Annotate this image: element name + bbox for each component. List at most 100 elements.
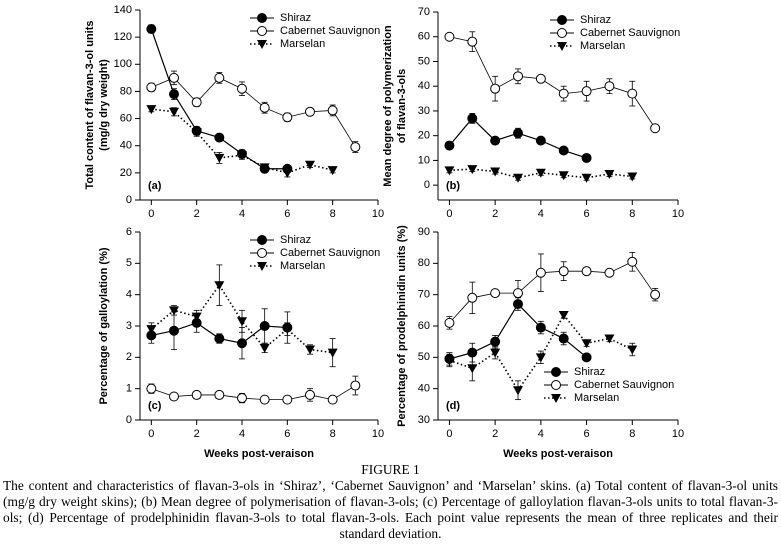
marker: [169, 325, 179, 336]
marker: [490, 135, 501, 146]
marker: [535, 73, 546, 84]
x-axis-label: Weeks post-veraison: [204, 448, 314, 460]
marker: [467, 36, 478, 47]
legend-marker: [551, 367, 561, 377]
legend-marker: [257, 235, 267, 245]
y-tick-label: 0: [126, 194, 132, 206]
marker: [513, 71, 523, 82]
y-tick-label: 80: [418, 257, 430, 269]
marker: [237, 317, 247, 327]
y-tick-label: 20: [418, 130, 430, 142]
marker: [214, 132, 225, 143]
marker: [214, 333, 225, 344]
x-tick-label: 10: [372, 428, 384, 440]
series-line: [449, 36, 656, 129]
marker: [581, 339, 592, 349]
x-tick-label: 6: [284, 428, 290, 440]
y-tick-label: 40: [120, 140, 132, 152]
marker: [650, 123, 661, 134]
marker: [214, 281, 225, 291]
marker: [259, 394, 270, 405]
marker: [627, 172, 638, 182]
marker: [169, 391, 179, 402]
x-tick-label: 6: [584, 428, 590, 440]
panel-label: (c): [148, 400, 162, 412]
marker: [282, 325, 293, 335]
legend-marker: [551, 394, 561, 403]
marker: [169, 107, 179, 117]
marker: [513, 173, 523, 183]
marker: [467, 364, 478, 374]
marker: [327, 166, 338, 176]
legend-label: Cabernet Sauvignon: [580, 27, 680, 39]
marker: [490, 288, 501, 299]
y-tick-label: 6: [126, 226, 132, 238]
marker: [305, 106, 315, 117]
marker: [490, 167, 501, 177]
x-tick-label: 2: [194, 428, 200, 440]
x-tick-label: 2: [194, 208, 200, 220]
series-line: [151, 77, 356, 148]
legend-marker: [257, 248, 267, 258]
marker: [259, 343, 270, 353]
y-tick-label: 5: [126, 257, 132, 269]
marker: [490, 336, 501, 347]
marker: [444, 140, 455, 151]
legend-label: Marselan: [574, 392, 619, 404]
y-tick-label: 30: [418, 414, 430, 426]
marker: [191, 128, 202, 138]
marker: [581, 173, 592, 183]
marker: [146, 105, 157, 115]
legend-marker: [257, 13, 267, 23]
marker: [214, 72, 225, 83]
x-tick-label: 8: [330, 208, 336, 220]
y-tick-label: 40: [418, 383, 430, 395]
marker: [146, 82, 157, 93]
panel-label: (d): [446, 400, 460, 412]
panel-label: (a): [148, 180, 162, 192]
marker: [282, 394, 293, 405]
y-tick-label: 50: [418, 351, 430, 363]
y-tick-label: 50: [418, 55, 430, 67]
y-axis-label: Percentage of galloylation (%): [98, 247, 110, 404]
y-tick-label: 90: [418, 226, 430, 238]
marker: [237, 151, 247, 161]
marker: [169, 306, 179, 316]
marker: [650, 289, 661, 300]
marker: [558, 145, 569, 156]
marker: [305, 345, 315, 355]
marker: [350, 380, 361, 391]
marker: [490, 83, 501, 94]
x-axis-label: Weeks post-veraison: [503, 448, 613, 460]
caption: FIGURE 1 The content and characteristics…: [0, 462, 781, 542]
marker: [444, 356, 455, 366]
caption-text: The content and characteristics of flava…: [3, 478, 778, 541]
marker: [237, 338, 247, 349]
caption-label: FIGURE 1: [361, 462, 420, 477]
y-tick-label: 1: [126, 383, 132, 395]
y-tick-label: 70: [418, 289, 430, 301]
y-tick-label: 40: [418, 80, 430, 92]
y-tick-label: 60: [418, 320, 430, 332]
marker: [581, 352, 592, 363]
marker: [581, 86, 592, 97]
series-line: [151, 385, 356, 401]
marker: [627, 256, 638, 267]
marker: [327, 105, 338, 116]
marker: [535, 135, 546, 146]
marker: [627, 345, 638, 355]
marker: [604, 267, 615, 278]
x-tick-label: 10: [672, 428, 684, 440]
legend-marker: [557, 15, 567, 25]
y-tick-label: 60: [120, 112, 132, 124]
legend-marker: [257, 40, 267, 49]
x-tick-label: 0: [446, 428, 452, 440]
y-tick-label: 0: [424, 179, 430, 191]
marker: [581, 266, 592, 277]
x-tick-label: 4: [538, 428, 544, 440]
x-tick-label: 10: [372, 208, 384, 220]
series-line: [449, 313, 633, 392]
marker: [558, 266, 569, 277]
marker: [305, 160, 315, 170]
marker: [282, 168, 293, 178]
